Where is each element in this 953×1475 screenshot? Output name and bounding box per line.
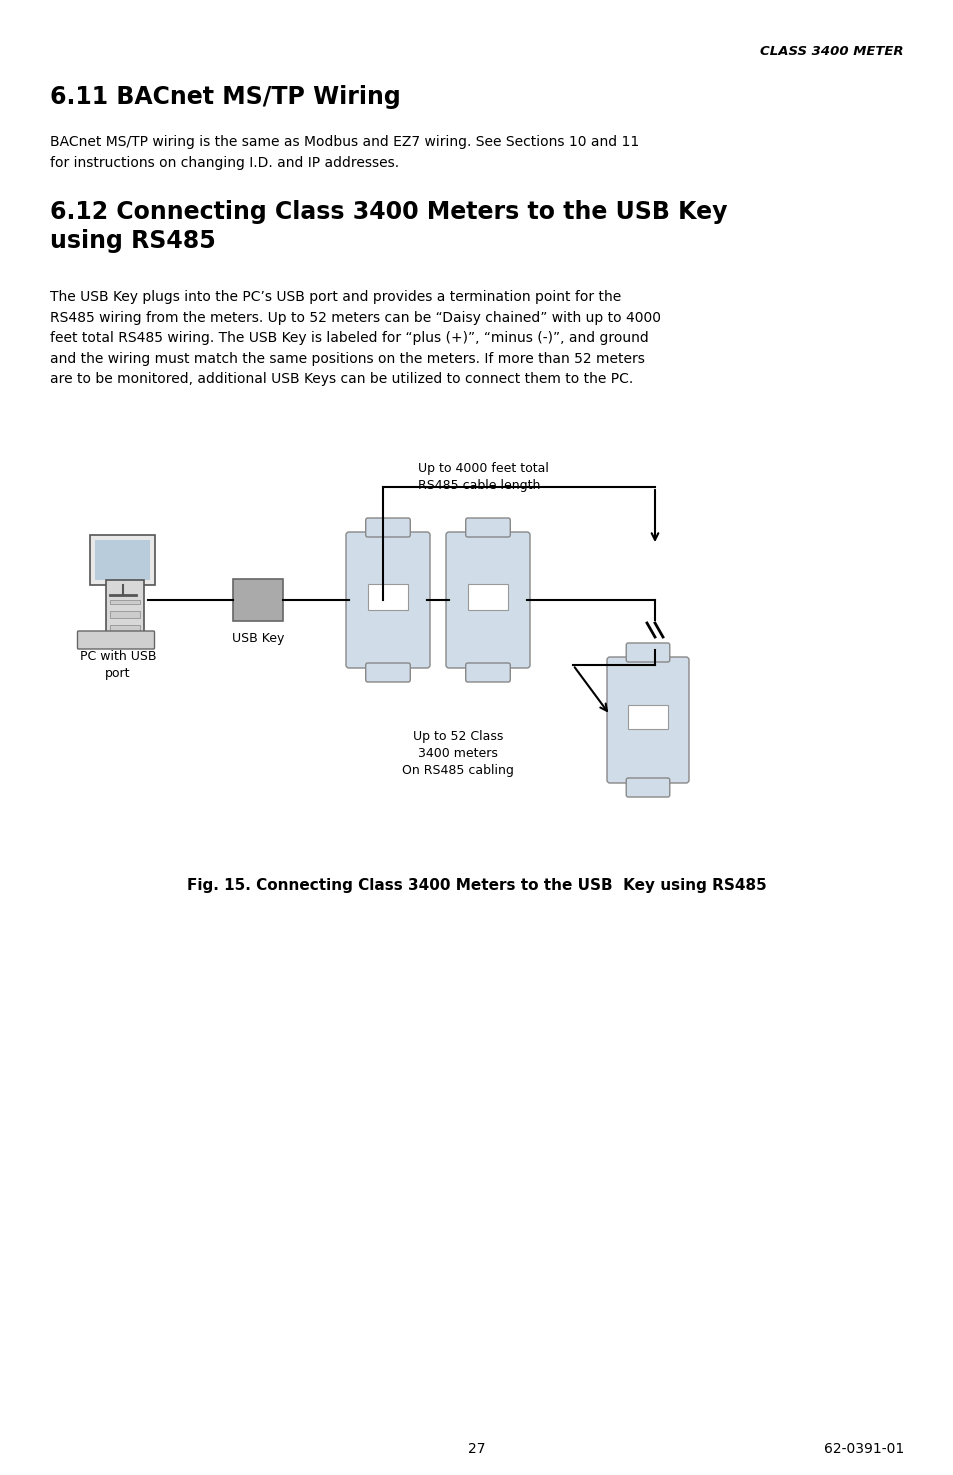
Text: 6.11 BACnet MS/TP Wiring: 6.11 BACnet MS/TP Wiring: [50, 86, 400, 109]
Bar: [95, 540, 151, 580]
FancyBboxPatch shape: [625, 643, 669, 662]
Text: 6.12 Connecting Class 3400 Meters to the USB Key
using RS485: 6.12 Connecting Class 3400 Meters to the…: [50, 201, 727, 252]
Text: CLASS 3400 METER: CLASS 3400 METER: [760, 46, 903, 58]
Text: BACnet MS/TP wiring is the same as Modbus and EZ7 wiring. See Sections 10 and 11: BACnet MS/TP wiring is the same as Modbu…: [50, 136, 639, 170]
FancyBboxPatch shape: [346, 532, 430, 668]
Bar: [367, 584, 408, 611]
FancyBboxPatch shape: [606, 656, 688, 783]
Bar: [110, 625, 140, 631]
Text: PC with USB
port: PC with USB port: [80, 650, 156, 680]
FancyBboxPatch shape: [446, 532, 530, 668]
Text: Up to 52 Class
3400 meters
On RS485 cabling: Up to 52 Class 3400 meters On RS485 cabl…: [401, 730, 514, 777]
Text: 27: 27: [468, 1443, 485, 1456]
FancyBboxPatch shape: [365, 518, 410, 537]
FancyBboxPatch shape: [625, 777, 669, 797]
Bar: [467, 584, 508, 611]
Text: Up to 4000 feet total
RS485 cable length: Up to 4000 feet total RS485 cable length: [417, 462, 548, 493]
Bar: [91, 535, 155, 586]
Bar: [110, 611, 140, 618]
Text: The USB Key plugs into the PC’s USB port and provides a termination point for th: The USB Key plugs into the PC’s USB port…: [50, 291, 660, 386]
Bar: [106, 580, 144, 640]
Text: Fig. 15. Connecting Class 3400 Meters to the USB  Key using RS485: Fig. 15. Connecting Class 3400 Meters to…: [187, 878, 766, 892]
FancyBboxPatch shape: [465, 518, 510, 537]
Bar: [110, 600, 140, 603]
FancyBboxPatch shape: [77, 631, 154, 649]
Text: USB Key: USB Key: [232, 631, 284, 645]
Bar: [233, 580, 283, 621]
FancyBboxPatch shape: [365, 662, 410, 681]
FancyBboxPatch shape: [465, 662, 510, 681]
Text: 62-0391-01: 62-0391-01: [822, 1443, 903, 1456]
Bar: [628, 705, 667, 729]
